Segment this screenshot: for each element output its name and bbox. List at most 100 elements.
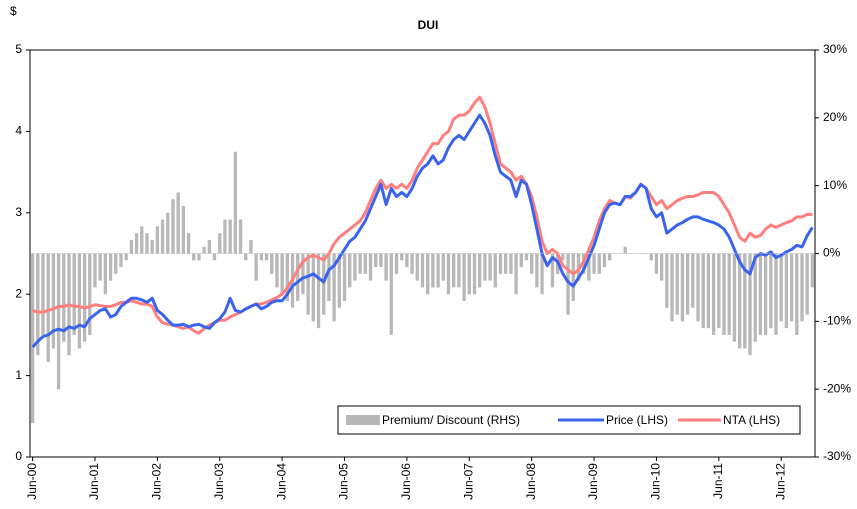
line: [31, 113, 814, 349]
bar: [472, 253, 477, 295]
bar: [41, 253, 45, 335]
bar: [431, 253, 435, 288]
bar: [82, 253, 87, 342]
bar: [779, 253, 783, 322]
bar: [535, 253, 539, 288]
bar: [748, 253, 752, 356]
bar: [374, 253, 378, 268]
legend-box: [337, 405, 801, 435]
bar: [504, 253, 508, 274]
bar: [322, 253, 326, 315]
bar: [212, 253, 217, 261]
bar: [467, 253, 471, 295]
bar: [363, 253, 367, 274]
bar: [426, 253, 430, 295]
bar: [233, 151, 238, 254]
bar: [732, 253, 737, 342]
bar: [93, 253, 97, 288]
bar: [800, 253, 804, 322]
legend-label: NTA (LHS): [723, 413, 780, 427]
bar: [103, 253, 108, 295]
y2-tick-label: 30%: [823, 42, 847, 56]
bar: [51, 253, 56, 349]
bar: [30, 253, 35, 424]
bar: [218, 233, 222, 254]
bar: [46, 253, 50, 363]
legend: Premium/ Discount (RHS) Price (LHS) NTA (L…: [337, 405, 801, 435]
bar: [181, 206, 186, 254]
bar: [722, 253, 726, 335]
bar: [207, 239, 212, 254]
bar: [524, 253, 529, 261]
bar: [685, 253, 690, 315]
bar: [275, 253, 279, 288]
bar: [680, 253, 685, 322]
bar: [400, 253, 404, 261]
bar: [166, 212, 170, 254]
bar: [145, 233, 149, 254]
bar: [332, 253, 336, 322]
bar: [285, 253, 289, 301]
legend-label: Price (LHS): [606, 413, 668, 427]
bar: [389, 253, 393, 335]
bar: [56, 253, 61, 390]
bar: [566, 253, 570, 315]
bar: [192, 253, 196, 261]
bar: [446, 253, 451, 295]
bar: [420, 253, 425, 288]
bar: [659, 253, 664, 281]
legend-label: Premium/ Discount (RHS): [382, 413, 520, 427]
bar: [805, 253, 809, 315]
bar: [160, 219, 165, 254]
y-axis-label: $: [10, 4, 17, 18]
bar: [353, 253, 357, 281]
bar: [77, 253, 82, 349]
bar: [88, 253, 92, 335]
bar: [238, 219, 243, 254]
bar: [114, 253, 118, 274]
x-tick-label: Jun-04: [274, 463, 288, 500]
bar: [795, 253, 799, 335]
bar: [384, 253, 388, 281]
y-tick-label: 3: [15, 205, 22, 219]
bar: [550, 253, 555, 288]
bar: [436, 253, 440, 288]
bar: [478, 253, 482, 288]
bar: [202, 246, 206, 254]
bar: [327, 253, 331, 301]
bar: [769, 253, 773, 329]
bar: [717, 253, 721, 329]
x-tick-label: Jun-02: [150, 463, 164, 500]
bar: [493, 253, 497, 288]
bar: [441, 253, 445, 281]
x-tick-label: Jun-06: [399, 463, 413, 500]
x-tick-label: Jun-11: [711, 463, 725, 499]
bar: [737, 253, 742, 349]
y-tick-label: 5: [15, 42, 22, 56]
x-tick-label: Jun-00: [25, 463, 39, 500]
y2-tick-label: 20%: [823, 110, 847, 124]
bar: [758, 253, 763, 335]
bar: [597, 253, 601, 274]
y2-tick-label: -20%: [823, 381, 851, 395]
bar: [452, 253, 456, 288]
x-tick-label: Jun-08: [524, 463, 538, 500]
bar: [571, 253, 575, 301]
bar: [649, 253, 653, 261]
bar: [415, 253, 419, 281]
bar: [270, 253, 274, 274]
x-tick-label: Jun-10: [649, 463, 663, 500]
bar: [119, 253, 123, 268]
bar: [462, 253, 466, 301]
bar: [36, 253, 40, 356]
y2-tick-label: -30%: [823, 449, 851, 463]
bar: [62, 253, 66, 342]
bar: [665, 253, 669, 308]
bar: [743, 253, 747, 349]
bar: [701, 253, 705, 329]
bar: [108, 253, 113, 281]
bar: [368, 253, 373, 281]
y2-tick-label: -10%: [823, 314, 851, 328]
bar: [140, 226, 144, 254]
